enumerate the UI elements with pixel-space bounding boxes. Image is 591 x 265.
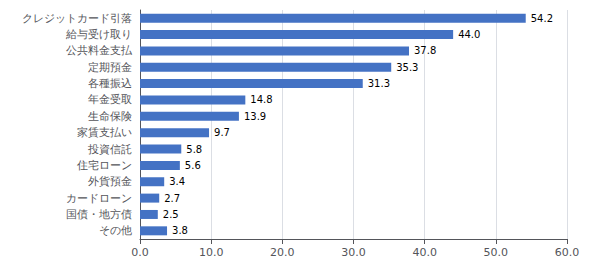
svg-text:40.0: 40.0 — [412, 246, 437, 259]
svg-text:5.8: 5.8 — [186, 144, 202, 155]
svg-text:2.5: 2.5 — [163, 209, 179, 220]
svg-text:外貨預金: 外貨預金 — [88, 175, 132, 188]
svg-text:3.4: 3.4 — [169, 176, 185, 187]
svg-text:2.7: 2.7 — [164, 193, 180, 204]
svg-text:20.0: 20.0 — [270, 246, 295, 259]
svg-text:年金受取: 年金受取 — [88, 93, 132, 106]
svg-text:住宅ローン: 住宅ローン — [77, 159, 132, 172]
svg-text:14.8: 14.8 — [250, 94, 272, 105]
svg-text:37.8: 37.8 — [414, 45, 436, 56]
svg-text:給与受け取り: 給与受け取り — [65, 28, 132, 41]
svg-text:3.8: 3.8 — [172, 225, 188, 236]
svg-text:50.0: 50.0 — [484, 246, 509, 259]
svg-text:公共料金支払: 公共料金支払 — [66, 44, 133, 57]
svg-text:クレジットカード引落: クレジットカード引落 — [22, 12, 132, 25]
svg-text:家賃支払い: 家賃支払い — [77, 126, 132, 139]
svg-text:カードローン: カードローン — [66, 192, 132, 205]
svg-text:0.0: 0.0 — [131, 246, 149, 259]
svg-text:投資信託: 投資信託 — [87, 143, 132, 156]
svg-text:その他: その他 — [99, 224, 132, 237]
svg-text:定期預金: 定期預金 — [88, 61, 132, 74]
svg-text:9.7: 9.7 — [214, 127, 230, 138]
svg-text:国債・地方債: 国債・地方債 — [66, 208, 132, 221]
svg-text:生命保険: 生命保険 — [88, 110, 132, 123]
svg-text:35.3: 35.3 — [396, 62, 418, 73]
svg-text:31.3: 31.3 — [368, 78, 390, 89]
svg-text:54.2: 54.2 — [531, 13, 553, 24]
svg-text:44.0: 44.0 — [458, 29, 480, 40]
svg-text:5.6: 5.6 — [185, 160, 201, 171]
svg-text:10.0: 10.0 — [199, 246, 224, 259]
svg-text:30.0: 30.0 — [341, 246, 366, 259]
svg-text:各種振込: 各種振込 — [88, 77, 132, 90]
svg-text:13.9: 13.9 — [244, 111, 266, 122]
svg-text:60.0: 60.0 — [555, 246, 580, 259]
